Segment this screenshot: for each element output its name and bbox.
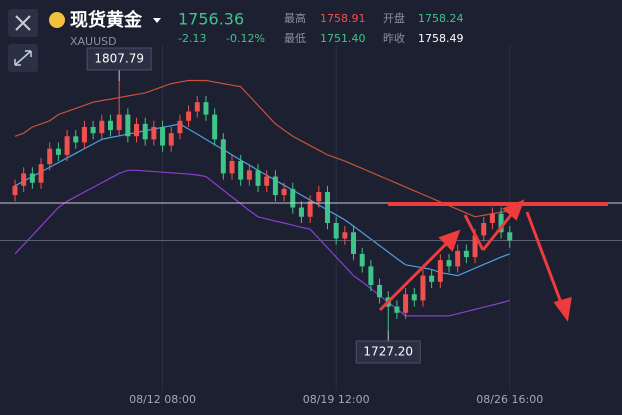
candle-body bbox=[81, 126, 87, 143]
candle-body bbox=[298, 207, 304, 217]
candle-body bbox=[481, 222, 487, 236]
candle-body bbox=[116, 114, 122, 131]
candle-body bbox=[107, 120, 113, 131]
candle-body bbox=[220, 139, 226, 174]
candle-body bbox=[351, 232, 357, 254]
candle-body bbox=[272, 176, 278, 196]
candle-body bbox=[73, 136, 79, 143]
candle-body bbox=[368, 266, 374, 285]
candle-body bbox=[55, 148, 61, 155]
candle-body bbox=[160, 126, 166, 146]
indicator-line bbox=[14, 123, 510, 277]
candle-body bbox=[489, 213, 495, 223]
candle-body bbox=[142, 123, 148, 140]
candle-body bbox=[377, 284, 383, 298]
candle-body bbox=[29, 173, 35, 183]
candle-body bbox=[290, 188, 296, 208]
candle-body bbox=[264, 176, 270, 186]
candle-body bbox=[12, 185, 18, 196]
candle-body bbox=[203, 102, 209, 115]
candle-body bbox=[359, 253, 365, 267]
candle-body bbox=[168, 133, 174, 146]
candle-body bbox=[437, 260, 443, 282]
candle-body bbox=[125, 114, 131, 137]
stat-value: 1758.91 bbox=[320, 12, 366, 25]
stat-label: 最低 bbox=[284, 32, 306, 45]
drawn-arrow bbox=[481, 209, 517, 251]
coin-icon bbox=[49, 12, 65, 28]
indicator-line bbox=[14, 79, 510, 218]
candle-body bbox=[255, 170, 261, 186]
close-icon bbox=[15, 15, 31, 31]
stat-value: 1751.40 bbox=[320, 32, 366, 45]
change-pct: -0.12% bbox=[226, 32, 265, 45]
label-box bbox=[355, 340, 421, 364]
arrowhead bbox=[438, 229, 461, 252]
stat-value: 1758.24 bbox=[418, 12, 464, 25]
candle-body bbox=[281, 188, 287, 196]
drawn-arrow bbox=[463, 214, 485, 251]
candle-body bbox=[463, 250, 469, 258]
low-label: 1727.20 bbox=[363, 345, 413, 359]
candle-body bbox=[90, 126, 96, 134]
drawn-arrow bbox=[525, 211, 565, 309]
stat-value: 1758.49 bbox=[418, 32, 464, 45]
candle-body bbox=[316, 192, 322, 202]
drawn-annotations bbox=[378, 199, 608, 322]
candle-body bbox=[394, 306, 400, 313]
candle-body bbox=[21, 173, 27, 186]
stat-label: 开盘 bbox=[383, 11, 405, 25]
arrowhead bbox=[502, 199, 525, 221]
indicator-line bbox=[14, 169, 510, 317]
drawn-arrow bbox=[378, 238, 452, 312]
candle-body bbox=[429, 275, 435, 282]
instrument-title[interactable]: 现货黄金 bbox=[70, 9, 143, 31]
candle-body bbox=[498, 213, 504, 233]
stat-label: 昨收 bbox=[383, 31, 405, 45]
stat-label: 最高 bbox=[284, 11, 306, 25]
plot: 08/12 08:00 08/19 12:00 08/26 16:00 1807.79… bbox=[0, 45, 622, 406]
x-tick-label: 08/19 12:00 bbox=[303, 393, 370, 406]
x-tick-label: 08/26 16:00 bbox=[476, 393, 543, 406]
symbol: XAUUSD bbox=[70, 35, 117, 48]
change: -2.13 bbox=[178, 32, 206, 45]
candle-body bbox=[342, 232, 348, 239]
candle-body bbox=[420, 275, 426, 301]
candle-body bbox=[64, 136, 70, 155]
candle-body bbox=[403, 294, 409, 313]
candle-body bbox=[47, 148, 53, 165]
candle-body bbox=[333, 222, 339, 239]
arrowhead bbox=[553, 296, 572, 322]
dropdown-arrow[interactable] bbox=[153, 18, 161, 23]
label-box bbox=[86, 47, 152, 71]
candle-body bbox=[38, 164, 44, 183]
price: 1756.36 bbox=[178, 10, 244, 29]
high-label: 1807.79 bbox=[94, 52, 144, 66]
candle-body bbox=[455, 250, 461, 267]
candle-body bbox=[229, 161, 235, 174]
candle-body bbox=[238, 161, 244, 180]
candle-body bbox=[134, 123, 140, 137]
candle-body bbox=[177, 120, 183, 134]
candle-body bbox=[472, 235, 478, 258]
candle-body bbox=[212, 114, 218, 140]
candle-body bbox=[194, 102, 200, 112]
shrink-icon bbox=[14, 50, 32, 66]
candle-body bbox=[411, 294, 417, 301]
candle-body bbox=[307, 201, 313, 217]
candle-body bbox=[507, 232, 513, 241]
candle-body bbox=[246, 170, 252, 180]
candle-body bbox=[446, 260, 452, 267]
candle-body bbox=[99, 120, 105, 134]
candle-body bbox=[186, 111, 192, 121]
candle-body bbox=[324, 192, 330, 223]
candle-body bbox=[151, 126, 157, 140]
x-tick-label: 08/12 08:00 bbox=[129, 393, 196, 406]
